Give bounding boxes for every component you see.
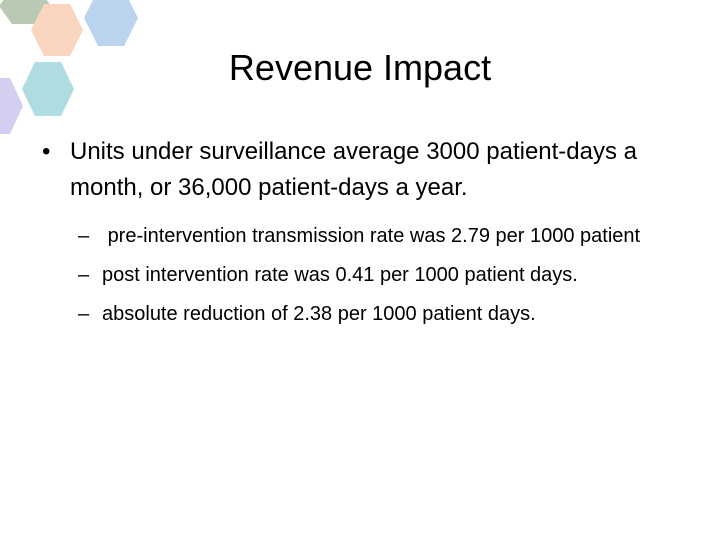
hexagon-teal <box>22 62 74 116</box>
sub-bullet-item: – pre-intervention transmission rate was… <box>78 222 690 251</box>
hexagon-light-blue <box>84 0 138 46</box>
hexagon-peach <box>31 4 83 56</box>
hexagon-decoration <box>0 0 138 134</box>
slide-content: • Units under surveillance average 3000 … <box>40 134 690 339</box>
sub-bullet-item: – post intervention rate was 0.41 per 10… <box>78 261 690 290</box>
bullet-item: • Units under surveillance average 3000 … <box>40 134 690 206</box>
hexagon-lavender <box>0 78 23 134</box>
slide-title: Revenue Impact <box>228 47 492 88</box>
dash-marker: – <box>78 303 90 325</box>
bullet-text: Units under surveillance average 3000 pa… <box>70 138 638 201</box>
sub-bullet-text: absolute reduction of 2.38 per 1000 pati… <box>102 303 536 325</box>
sub-bullet-text: pre-intervention transmission rate was 2… <box>102 225 641 247</box>
dash-marker: – <box>78 225 90 247</box>
sub-bullet-text: post intervention rate was 0.41 per 1000… <box>102 264 578 286</box>
sub-bullet-item: – absolute reduction of 2.38 per 1000 pa… <box>78 300 690 329</box>
dash-marker: – <box>78 264 90 286</box>
bullet-marker: • <box>42 138 51 165</box>
